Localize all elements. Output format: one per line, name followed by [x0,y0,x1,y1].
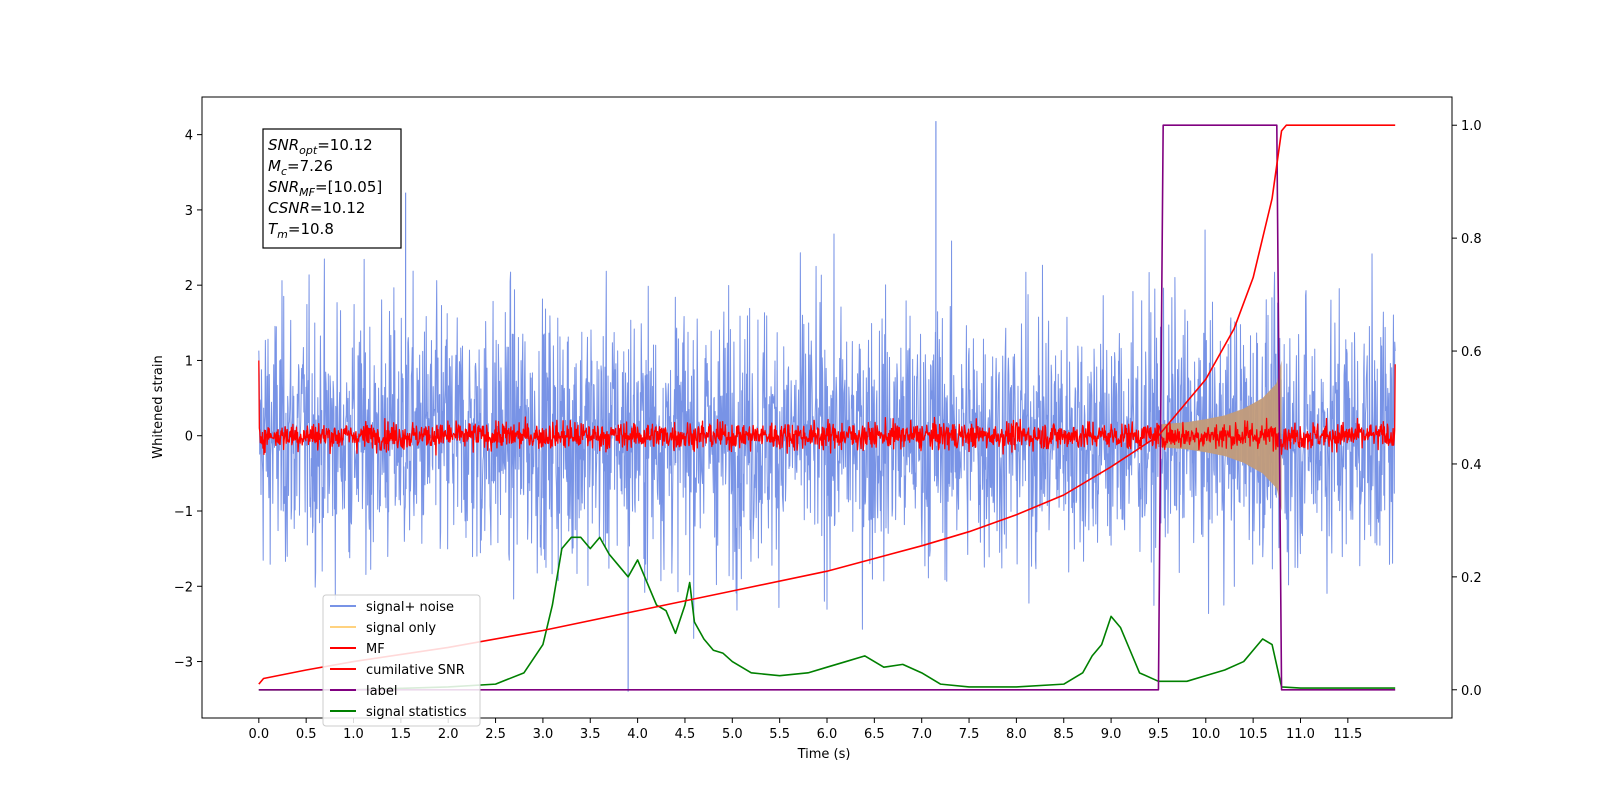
x-tick-label: 1.0 [343,727,364,742]
x-tick-label: 4.0 [627,727,648,742]
x-tick-label: 2.5 [485,727,506,742]
annotation-lines: SNRopt=10.12Mc=7.26SNRMF=[10.05]CSNR=10.… [268,136,382,241]
annotation-line: CSNR=10.12 [268,199,365,217]
x-tick-label: 10.5 [1239,727,1268,742]
x-tick-label: 7.0 [911,727,932,742]
x-tick-label: 6.0 [817,727,838,742]
legend-label: label [366,684,397,699]
legend-label: signal statistics [366,705,467,720]
x-tick-label: 0.0 [248,727,269,742]
x-tick-label: 9.5 [1148,727,1169,742]
x-tick-label: 4.5 [675,727,696,742]
y2-tick-label: 0.0 [1461,684,1482,699]
x-axis: 0.0 0.5 1.0 1.5 2.0 2.5 3.0 3.5 4.0 4.5 5.0 5.5 6.0 6… [248,718,1362,742]
annotation-line: Mc=7.26 [268,157,333,178]
x-tick-label: 11.5 [1333,727,1362,742]
legend-label: MF [366,642,385,657]
y-tick-label: 2 [185,279,193,294]
y-axis-right: 0.0 0.2 0.4 0.6 0.8 1.0 [1452,119,1482,699]
y-tick-label: 0 [185,430,193,445]
x-tick-label: 7.5 [959,727,980,742]
x-tick-label: 1.5 [391,727,412,742]
y-tick-label: −2 [174,580,193,595]
annotation-line: SNRMF=[10.05] [268,178,382,199]
label-line [258,124,1396,691]
y2-tick-label: 0.4 [1461,458,1482,473]
mf-line [258,360,1396,456]
legend-frame [322,594,481,727]
x-axis-label: Time (s) [797,747,851,762]
y-tick-label: 4 [185,129,193,144]
x-tick-label: 10.0 [1191,727,1220,742]
legend-label: signal only [366,621,436,636]
y-tick-label: −1 [174,505,193,520]
y2-tick-label: 0.6 [1461,345,1482,360]
x-tick-label: 5.5 [769,727,790,742]
x-tick-label: 5.0 [722,727,743,742]
y2-tick-label: 0.8 [1461,232,1482,247]
x-tick-label: 8.0 [1006,727,1027,742]
y2-tick-label: 0.2 [1461,571,1482,586]
x-tick-label: 6.5 [864,727,885,742]
y-tick-label: 1 [185,354,193,369]
y-axis-label: Whitened strain [151,355,166,458]
x-tick-label: 3.0 [533,727,554,742]
legend-items: signal+ noise signal only MF cumilative SNR… [330,600,467,720]
y-tick-label: −3 [174,656,193,671]
signal-statistics-line [258,536,1396,691]
annotation-line: SNRopt=10.12 [268,136,373,157]
x-tick-label: 9.0 [1101,727,1122,742]
legend-label: signal+ noise [366,600,454,615]
legend-label: cumilative SNR [366,663,465,678]
x-tick-label: 2.0 [438,727,459,742]
x-tick-label: 3.5 [580,727,601,742]
y2-tick-label: 1.0 [1461,119,1482,134]
annotation-box: SNRopt=10.12Mc=7.26SNRMF=[10.05]CSNR=10.… [262,128,402,249]
annotation-line: Tm=10.8 [268,220,334,241]
annotation-frame [262,128,402,249]
legend: signal+ noise signal only MF cumilative SNR… [322,594,481,727]
x-tick-label: 0.5 [296,727,317,742]
y-axis-left: −3 −2 −1 0 1 2 3 4 [174,129,202,671]
x-tick-label: 11.0 [1286,727,1315,742]
mf-layer [258,360,1396,456]
x-tick-label: 8.5 [1053,727,1074,742]
y-tick-label: 3 [185,204,193,219]
